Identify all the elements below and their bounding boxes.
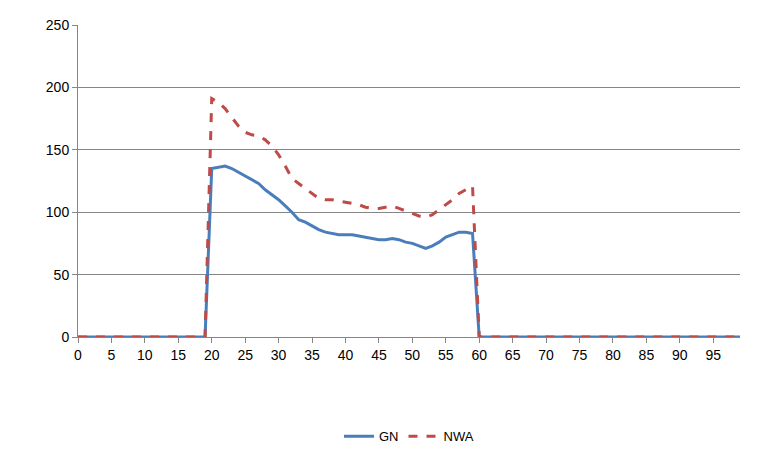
svg-text:90: 90 — [672, 347, 688, 363]
svg-text:30: 30 — [271, 347, 287, 363]
svg-text:15: 15 — [171, 347, 187, 363]
svg-text:45: 45 — [371, 347, 387, 363]
svg-text:20: 20 — [204, 347, 220, 363]
svg-text:200: 200 — [46, 79, 70, 95]
svg-text:5: 5 — [108, 347, 116, 363]
svg-text:60: 60 — [471, 347, 487, 363]
svg-text:70: 70 — [538, 347, 554, 363]
svg-text:95: 95 — [705, 347, 721, 363]
svg-text:100: 100 — [46, 204, 70, 220]
svg-text:10: 10 — [137, 347, 153, 363]
svg-text:80: 80 — [605, 347, 621, 363]
svg-text:250: 250 — [46, 17, 70, 33]
svg-text:75: 75 — [572, 347, 588, 363]
svg-text:50: 50 — [54, 267, 70, 283]
svg-text:35: 35 — [304, 347, 320, 363]
svg-text:55: 55 — [438, 347, 454, 363]
svg-text:0: 0 — [61, 329, 69, 345]
svg-text:150: 150 — [46, 142, 70, 158]
svg-text:NWA: NWA — [444, 429, 474, 444]
svg-text:GN: GN — [379, 429, 399, 444]
svg-text:25: 25 — [237, 347, 253, 363]
svg-text:40: 40 — [338, 347, 354, 363]
svg-text:65: 65 — [505, 347, 521, 363]
svg-text:85: 85 — [639, 347, 655, 363]
svg-text:0: 0 — [74, 347, 82, 363]
svg-text:50: 50 — [405, 347, 421, 363]
